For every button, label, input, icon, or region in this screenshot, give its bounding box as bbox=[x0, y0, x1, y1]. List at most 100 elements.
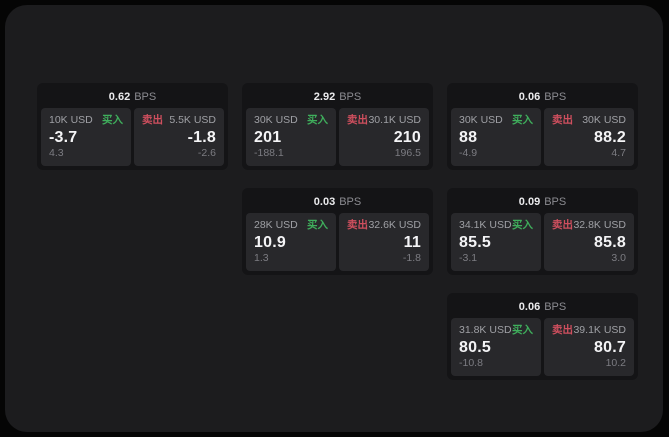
sell-price: 11 bbox=[403, 233, 421, 251]
sell-tile-top: 卖出 5.5K USD bbox=[142, 114, 216, 127]
sell-amount: 5.5K USD bbox=[169, 114, 216, 126]
quote-card: 0.03 BPS 28K USD 买入 10.9 1.3 卖出 32.6K US… bbox=[242, 188, 433, 275]
bps-unit: BPS bbox=[339, 90, 362, 103]
sell-label: 卖出 bbox=[347, 114, 368, 126]
buy-price: 80.5 bbox=[459, 338, 491, 356]
sell-tile[interactable]: 卖出 32.8K USD 85.8 3.0 bbox=[544, 213, 634, 271]
buy-change: -4.9 bbox=[459, 147, 478, 159]
quote-card: 2.92 BPS 30K USD 买入 201 -188.1 卖出 30.1K … bbox=[242, 83, 433, 170]
sell-change: -2.6 bbox=[197, 147, 216, 159]
sell-change: 196.5 bbox=[394, 147, 421, 159]
buy-label: 买入 bbox=[307, 114, 328, 126]
buy-tile-top: 28K USD 买入 bbox=[254, 219, 328, 232]
buy-price: -3.7 bbox=[49, 128, 78, 146]
sell-tile[interactable]: 卖出 30K USD 88.2 4.7 bbox=[544, 108, 634, 166]
sell-price: 88.2 bbox=[594, 128, 626, 146]
card-body: 30K USD 买入 201 -188.1 卖出 30.1K USD 210 1… bbox=[242, 108, 433, 170]
buy-tile[interactable]: 30K USD 买入 88 -4.9 bbox=[451, 108, 541, 166]
buy-amount: 28K USD bbox=[254, 219, 298, 231]
sell-tile[interactable]: 卖出 30.1K USD 210 196.5 bbox=[339, 108, 429, 166]
buy-label: 买入 bbox=[512, 219, 533, 231]
buy-change: 4.3 bbox=[49, 147, 64, 159]
buy-change: -3.1 bbox=[459, 252, 478, 264]
sell-amount: 30.1K USD bbox=[368, 114, 421, 126]
card-body: 34.1K USD 买入 85.5 -3.1 卖出 32.8K USD 85.8… bbox=[447, 213, 638, 275]
buy-tile[interactable]: 10K USD 买入 -3.7 4.3 bbox=[41, 108, 131, 166]
sell-price: -1.8 bbox=[187, 128, 216, 146]
buy-amount: 34.1K USD bbox=[459, 219, 512, 231]
bps-unit: BPS bbox=[544, 300, 567, 313]
sell-price: 80.7 bbox=[594, 338, 626, 356]
bps-value: 0.06 bbox=[518, 90, 541, 103]
buy-change: 1.3 bbox=[254, 252, 269, 264]
sell-label: 卖出 bbox=[142, 114, 163, 126]
sell-price: 210 bbox=[393, 128, 421, 146]
sell-label: 卖出 bbox=[347, 219, 368, 231]
sell-label: 卖出 bbox=[552, 114, 573, 126]
buy-amount: 30K USD bbox=[254, 114, 298, 126]
bps-header: 0.06 BPS bbox=[447, 83, 638, 108]
sell-tile[interactable]: 卖出 5.5K USD -1.8 -2.6 bbox=[134, 108, 224, 166]
sell-amount: 39.1K USD bbox=[573, 324, 626, 336]
quote-card: 0.09 BPS 34.1K USD 买入 85.5 -3.1 卖出 32.8K… bbox=[447, 188, 638, 275]
sell-amount: 32.6K USD bbox=[368, 219, 421, 231]
sell-label: 卖出 bbox=[552, 219, 573, 231]
sell-tile-top: 卖出 32.6K USD bbox=[347, 219, 421, 232]
bps-value: 2.92 bbox=[313, 90, 336, 103]
sell-tile[interactable]: 卖出 39.1K USD 80.7 10.2 bbox=[544, 318, 634, 376]
sell-tile-top: 卖出 39.1K USD bbox=[552, 324, 626, 337]
bps-header: 0.03 BPS bbox=[242, 188, 433, 213]
buy-tile-top: 31.8K USD 买入 bbox=[459, 324, 533, 337]
sell-change: 3.0 bbox=[611, 252, 626, 264]
sell-amount: 32.8K USD bbox=[573, 219, 626, 231]
bps-value: 0.03 bbox=[313, 195, 336, 208]
bps-header: 0.09 BPS bbox=[447, 188, 638, 213]
buy-label: 买入 bbox=[307, 219, 328, 231]
card-body: 30K USD 买入 88 -4.9 卖出 30K USD 88.2 4.7 bbox=[447, 108, 638, 170]
buy-tile-top: 34.1K USD 买入 bbox=[459, 219, 533, 232]
sell-tile[interactable]: 卖出 32.6K USD 11 -1.8 bbox=[339, 213, 429, 271]
quote-card: 0.06 BPS 30K USD 买入 88 -4.9 卖出 30K USD bbox=[447, 83, 638, 170]
sell-tile-top: 卖出 30.1K USD bbox=[347, 114, 421, 127]
card-body: 10K USD 买入 -3.7 4.3 卖出 5.5K USD -1.8 -2.… bbox=[37, 108, 228, 170]
sell-change: -1.8 bbox=[402, 252, 421, 264]
sell-price: 85.8 bbox=[594, 233, 626, 251]
buy-change: -10.8 bbox=[459, 357, 483, 369]
buy-price: 10.9 bbox=[254, 233, 286, 251]
bps-value: 0.06 bbox=[518, 300, 541, 313]
card-body: 28K USD 买入 10.9 1.3 卖出 32.6K USD 11 -1.8 bbox=[242, 213, 433, 275]
buy-label: 买入 bbox=[512, 114, 533, 126]
buy-label: 买入 bbox=[102, 114, 123, 126]
bps-header: 0.62 BPS bbox=[37, 83, 228, 108]
sell-tile-top: 卖出 32.8K USD bbox=[552, 219, 626, 232]
app-panel: 0.62 BPS 10K USD 买入 -3.7 4.3 卖出 5.5K USD bbox=[5, 5, 663, 432]
sell-change: 4.7 bbox=[611, 147, 626, 159]
bps-header: 2.92 BPS bbox=[242, 83, 433, 108]
sell-change: 10.2 bbox=[605, 357, 626, 369]
buy-price: 201 bbox=[254, 128, 282, 146]
buy-price: 85.5 bbox=[459, 233, 491, 251]
buy-tile-top: 30K USD 买入 bbox=[254, 114, 328, 127]
buy-tile[interactable]: 31.8K USD 买入 80.5 -10.8 bbox=[451, 318, 541, 376]
buy-label: 买入 bbox=[512, 324, 533, 336]
buy-tile-top: 10K USD 买入 bbox=[49, 114, 123, 127]
buy-tile[interactable]: 28K USD 买入 10.9 1.3 bbox=[246, 213, 336, 271]
buy-amount: 31.8K USD bbox=[459, 324, 512, 336]
quote-grid: 0.62 BPS 10K USD 买入 -3.7 4.3 卖出 5.5K USD bbox=[37, 83, 638, 380]
bps-unit: BPS bbox=[544, 90, 567, 103]
buy-tile[interactable]: 34.1K USD 买入 85.5 -3.1 bbox=[451, 213, 541, 271]
sell-amount: 30K USD bbox=[582, 114, 626, 126]
buy-tile[interactable]: 30K USD 买入 201 -188.1 bbox=[246, 108, 336, 166]
buy-tile-top: 30K USD 买入 bbox=[459, 114, 533, 127]
bps-unit: BPS bbox=[544, 195, 567, 208]
buy-amount: 30K USD bbox=[459, 114, 503, 126]
bps-unit: BPS bbox=[134, 90, 157, 103]
sell-label: 卖出 bbox=[552, 324, 573, 336]
quote-card: 0.06 BPS 31.8K USD 买入 80.5 -10.8 卖出 39.1… bbox=[447, 293, 638, 380]
bps-header: 0.06 BPS bbox=[447, 293, 638, 318]
bps-unit: BPS bbox=[339, 195, 362, 208]
bps-value: 0.09 bbox=[518, 195, 541, 208]
buy-change: -188.1 bbox=[254, 147, 284, 159]
quote-card: 0.62 BPS 10K USD 买入 -3.7 4.3 卖出 5.5K USD bbox=[37, 83, 228, 170]
buy-price: 88 bbox=[459, 128, 478, 146]
